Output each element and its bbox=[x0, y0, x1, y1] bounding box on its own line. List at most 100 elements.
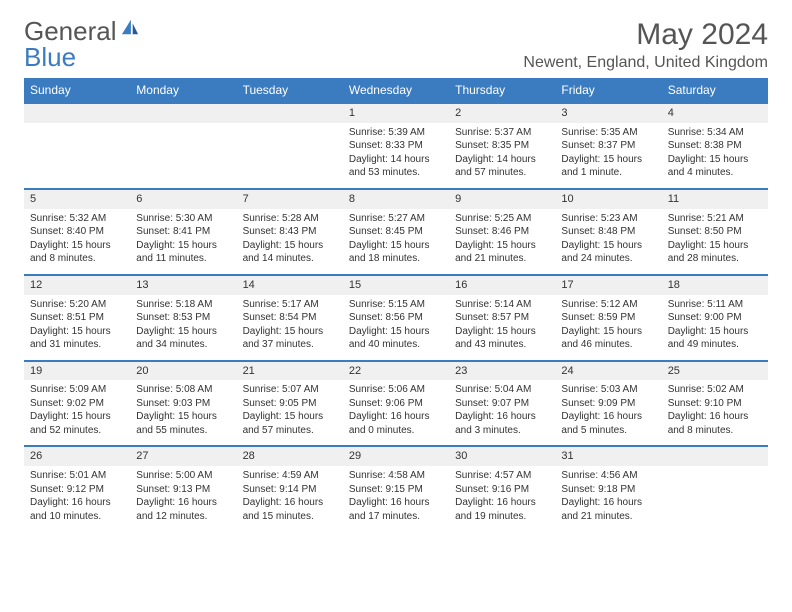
day-details: Sunrise: 5:37 AMSunset: 8:35 PMDaylight:… bbox=[449, 123, 555, 188]
day-number: 13 bbox=[130, 276, 236, 295]
day-number: 23 bbox=[449, 362, 555, 381]
sunrise-line: Sunrise: 5:35 AM bbox=[561, 126, 655, 140]
weekday-header: Sunday bbox=[24, 78, 130, 103]
sunset-line: Sunset: 8:33 PM bbox=[349, 139, 443, 153]
sunrise-line: Sunrise: 5:08 AM bbox=[136, 383, 230, 397]
sunset-line: Sunset: 9:02 PM bbox=[30, 397, 124, 411]
logo-sail-icon bbox=[119, 18, 141, 36]
daylight-line: Daylight: 15 hours and 43 minutes. bbox=[455, 325, 549, 352]
sunrise-line: Sunrise: 4:58 AM bbox=[349, 469, 443, 483]
sunrise-line: Sunrise: 5:11 AM bbox=[668, 298, 762, 312]
calendar-day-cell: 24Sunrise: 5:03 AMSunset: 9:09 PMDayligh… bbox=[555, 361, 661, 447]
day-number: 31 bbox=[555, 447, 661, 466]
sunset-line: Sunset: 9:09 PM bbox=[561, 397, 655, 411]
sunset-line: Sunset: 8:56 PM bbox=[349, 311, 443, 325]
calendar-week-row: 5Sunrise: 5:32 AMSunset: 8:40 PMDaylight… bbox=[24, 189, 768, 275]
sunset-line: Sunset: 8:59 PM bbox=[561, 311, 655, 325]
day-details: Sunrise: 5:04 AMSunset: 9:07 PMDaylight:… bbox=[449, 380, 555, 445]
daylight-line: Daylight: 16 hours and 12 minutes. bbox=[136, 496, 230, 523]
daylight-line: Daylight: 15 hours and 37 minutes. bbox=[243, 325, 337, 352]
day-details: Sunrise: 5:27 AMSunset: 8:45 PMDaylight:… bbox=[343, 209, 449, 274]
sunrise-line: Sunrise: 5:21 AM bbox=[668, 212, 762, 226]
calendar-day-cell: 26Sunrise: 5:01 AMSunset: 9:12 PMDayligh… bbox=[24, 446, 130, 531]
day-number: 28 bbox=[237, 447, 343, 466]
sunset-line: Sunset: 9:18 PM bbox=[561, 483, 655, 497]
sunset-line: Sunset: 9:14 PM bbox=[243, 483, 337, 497]
sunrise-line: Sunrise: 4:57 AM bbox=[455, 469, 549, 483]
sunset-line: Sunset: 8:54 PM bbox=[243, 311, 337, 325]
month-title: May 2024 bbox=[523, 18, 768, 52]
calendar-empty-cell bbox=[662, 446, 768, 531]
daylight-line: Daylight: 15 hours and 4 minutes. bbox=[668, 153, 762, 180]
day-details: Sunrise: 5:18 AMSunset: 8:53 PMDaylight:… bbox=[130, 295, 236, 360]
calendar-day-cell: 20Sunrise: 5:08 AMSunset: 9:03 PMDayligh… bbox=[130, 361, 236, 447]
day-details: Sunrise: 5:06 AMSunset: 9:06 PMDaylight:… bbox=[343, 380, 449, 445]
sunset-line: Sunset: 8:57 PM bbox=[455, 311, 549, 325]
sunset-line: Sunset: 9:07 PM bbox=[455, 397, 549, 411]
sunset-line: Sunset: 9:15 PM bbox=[349, 483, 443, 497]
day-details: Sunrise: 5:09 AMSunset: 9:02 PMDaylight:… bbox=[24, 380, 130, 445]
title-block: May 2024 Newent, England, United Kingdom bbox=[523, 18, 768, 72]
sunset-line: Sunset: 8:41 PM bbox=[136, 225, 230, 239]
calendar-day-cell: 17Sunrise: 5:12 AMSunset: 8:59 PMDayligh… bbox=[555, 275, 661, 361]
day-details: Sunrise: 5:21 AMSunset: 8:50 PMDaylight:… bbox=[662, 209, 768, 274]
calendar-day-cell: 12Sunrise: 5:20 AMSunset: 8:51 PMDayligh… bbox=[24, 275, 130, 361]
day-details: Sunrise: 5:28 AMSunset: 8:43 PMDaylight:… bbox=[237, 209, 343, 274]
day-details: Sunrise: 5:08 AMSunset: 9:03 PMDaylight:… bbox=[130, 380, 236, 445]
day-details: Sunrise: 5:14 AMSunset: 8:57 PMDaylight:… bbox=[449, 295, 555, 360]
calendar-day-cell: 19Sunrise: 5:09 AMSunset: 9:02 PMDayligh… bbox=[24, 361, 130, 447]
daylight-line: Daylight: 15 hours and 40 minutes. bbox=[349, 325, 443, 352]
day-details: Sunrise: 5:15 AMSunset: 8:56 PMDaylight:… bbox=[343, 295, 449, 360]
calendar-day-cell: 23Sunrise: 5:04 AMSunset: 9:07 PMDayligh… bbox=[449, 361, 555, 447]
day-number: 12 bbox=[24, 276, 130, 295]
sunset-line: Sunset: 8:38 PM bbox=[668, 139, 762, 153]
sunrise-line: Sunrise: 5:32 AM bbox=[30, 212, 124, 226]
day-number: 6 bbox=[130, 190, 236, 209]
day-number: 7 bbox=[237, 190, 343, 209]
day-number: 21 bbox=[237, 362, 343, 381]
daylight-line: Daylight: 15 hours and 28 minutes. bbox=[668, 239, 762, 266]
calendar-day-cell: 10Sunrise: 5:23 AMSunset: 8:48 PMDayligh… bbox=[555, 189, 661, 275]
daylight-line: Daylight: 15 hours and 52 minutes. bbox=[30, 410, 124, 437]
calendar-day-cell: 15Sunrise: 5:15 AMSunset: 8:56 PMDayligh… bbox=[343, 275, 449, 361]
calendar-week-row: 1Sunrise: 5:39 AMSunset: 8:33 PMDaylight… bbox=[24, 103, 768, 189]
sunset-line: Sunset: 9:06 PM bbox=[349, 397, 443, 411]
calendar-week-row: 19Sunrise: 5:09 AMSunset: 9:02 PMDayligh… bbox=[24, 361, 768, 447]
sunrise-line: Sunrise: 5:25 AM bbox=[455, 212, 549, 226]
calendar-day-cell: 31Sunrise: 4:56 AMSunset: 9:18 PMDayligh… bbox=[555, 446, 661, 531]
day-details: Sunrise: 5:34 AMSunset: 8:38 PMDaylight:… bbox=[662, 123, 768, 188]
daylight-line: Daylight: 15 hours and 18 minutes. bbox=[349, 239, 443, 266]
calendar-table: SundayMondayTuesdayWednesdayThursdayFrid… bbox=[24, 78, 768, 531]
daylight-line: Daylight: 15 hours and 24 minutes. bbox=[561, 239, 655, 266]
calendar-day-cell: 7Sunrise: 5:28 AMSunset: 8:43 PMDaylight… bbox=[237, 189, 343, 275]
calendar-day-cell: 25Sunrise: 5:02 AMSunset: 9:10 PMDayligh… bbox=[662, 361, 768, 447]
calendar-day-cell: 4Sunrise: 5:34 AMSunset: 8:38 PMDaylight… bbox=[662, 103, 768, 189]
day-details: Sunrise: 4:58 AMSunset: 9:15 PMDaylight:… bbox=[343, 466, 449, 531]
day-number: 5 bbox=[24, 190, 130, 209]
day-number: 11 bbox=[662, 190, 768, 209]
daylight-line: Daylight: 15 hours and 57 minutes. bbox=[243, 410, 337, 437]
day-details: Sunrise: 4:59 AMSunset: 9:14 PMDaylight:… bbox=[237, 466, 343, 531]
calendar-empty-cell bbox=[24, 103, 130, 189]
calendar-empty-cell bbox=[130, 103, 236, 189]
daylight-line: Daylight: 15 hours and 55 minutes. bbox=[136, 410, 230, 437]
calendar-day-cell: 8Sunrise: 5:27 AMSunset: 8:45 PMDaylight… bbox=[343, 189, 449, 275]
sunrise-line: Sunrise: 5:15 AM bbox=[349, 298, 443, 312]
day-details: Sunrise: 5:30 AMSunset: 8:41 PMDaylight:… bbox=[130, 209, 236, 274]
day-details: Sunrise: 5:23 AMSunset: 8:48 PMDaylight:… bbox=[555, 209, 661, 274]
daylight-line: Daylight: 16 hours and 0 minutes. bbox=[349, 410, 443, 437]
day-number: 19 bbox=[24, 362, 130, 381]
day-number-empty bbox=[24, 104, 130, 123]
day-number: 30 bbox=[449, 447, 555, 466]
logo-part2: Blue bbox=[24, 44, 141, 70]
day-details: Sunrise: 5:11 AMSunset: 9:00 PMDaylight:… bbox=[662, 295, 768, 360]
calendar-day-cell: 28Sunrise: 4:59 AMSunset: 9:14 PMDayligh… bbox=[237, 446, 343, 531]
day-details: Sunrise: 5:17 AMSunset: 8:54 PMDaylight:… bbox=[237, 295, 343, 360]
sunrise-line: Sunrise: 5:01 AM bbox=[30, 469, 124, 483]
weekday-header-row: SundayMondayTuesdayWednesdayThursdayFrid… bbox=[24, 78, 768, 103]
sunrise-line: Sunrise: 4:59 AM bbox=[243, 469, 337, 483]
day-number: 22 bbox=[343, 362, 449, 381]
calendar-day-cell: 9Sunrise: 5:25 AMSunset: 8:46 PMDaylight… bbox=[449, 189, 555, 275]
daylight-line: Daylight: 14 hours and 53 minutes. bbox=[349, 153, 443, 180]
sunset-line: Sunset: 8:46 PM bbox=[455, 225, 549, 239]
